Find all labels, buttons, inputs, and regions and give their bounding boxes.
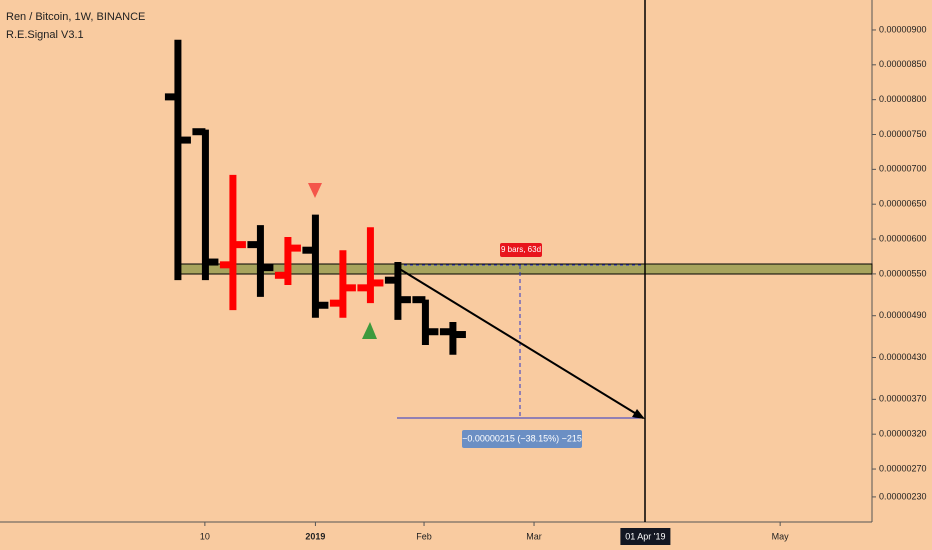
indicator-name: R.E.Signal V3.1: [6, 29, 84, 41]
arrow-head: [632, 409, 645, 419]
x-tick-label: 10: [200, 531, 210, 541]
y-tick-label: 0.00000650: [879, 199, 927, 209]
y-tick-label: 0.00000900: [879, 24, 927, 34]
marker-label-box: [620, 528, 671, 545]
trend-arrow: [397, 267, 644, 419]
x-tick-label: 2019: [305, 531, 325, 541]
y-tick-label: 0.00000230: [879, 491, 927, 501]
y-tick-label: 0.00000600: [879, 233, 927, 243]
y-tick-label: 0.00000320: [879, 429, 927, 439]
y-tick-label: 0.00000430: [879, 352, 927, 362]
y-tick-label: 0.00000370: [879, 394, 927, 404]
y-tick-label: 0.00000270: [879, 463, 927, 473]
x-tick-label: Feb: [416, 531, 432, 541]
y-tick-label: 0.00000490: [879, 310, 927, 320]
marker-label: 01 Apr '19: [625, 531, 665, 541]
sell-signal: [308, 183, 322, 198]
bars-label-box: [500, 243, 542, 257]
range-label: −0.00000215 (−38.15%) −215: [462, 433, 582, 443]
bars-label: 9 bars, 63d: [501, 245, 541, 254]
chart-title: Ren / Bitcoin, 1W, BINANCE: [6, 11, 145, 23]
x-tick-label: Mar: [526, 531, 542, 541]
y-tick-label: 0.00000700: [879, 164, 927, 174]
buy-signal: [362, 322, 377, 339]
y-tick-label: 0.00000550: [879, 268, 927, 278]
x-tick-label: May: [772, 531, 790, 541]
y-tick-label: 0.00000850: [879, 59, 927, 69]
y-tick-label: 0.00000800: [879, 94, 927, 104]
range-label-box: [462, 430, 582, 448]
y-tick-label: 0.00000750: [879, 129, 927, 139]
